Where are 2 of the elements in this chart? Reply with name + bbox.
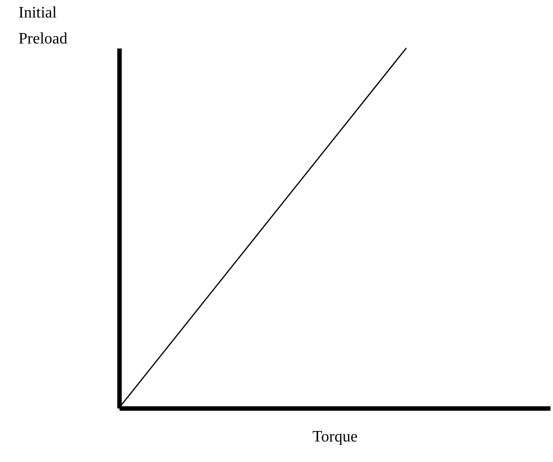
y-axis-title: Initial Preload xyxy=(18,4,68,48)
x-axis-title: Torque xyxy=(312,428,358,446)
